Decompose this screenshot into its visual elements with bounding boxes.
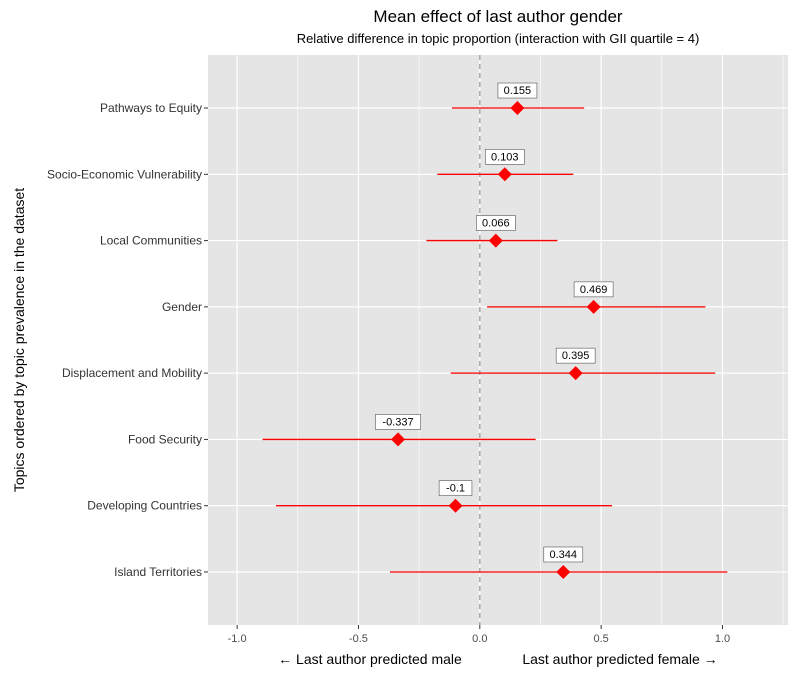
- point-marker: [586, 299, 601, 314]
- value-label-box: [484, 149, 525, 165]
- data-marks: 0.155 0.103 0.066 0.469 0.395 -0.337 -0.1 0.344: [262, 82, 728, 579]
- data-point-group: 0.155: [451, 82, 585, 116]
- category-label: Socio-Economic Vulnerability: [47, 167, 202, 181]
- category-label: Gender: [162, 300, 202, 314]
- point-marker: [448, 498, 463, 513]
- x-axis-label-right: Last author predicted female →: [522, 651, 717, 667]
- y-axis-title: Topics ordered by topic prevalence in th…: [11, 188, 27, 492]
- value-label-box: [497, 82, 538, 99]
- plot-panel: [208, 55, 788, 625]
- point-marker: [488, 233, 503, 248]
- value-label-box: [555, 347, 596, 364]
- value-label: 0.155: [504, 85, 532, 97]
- value-label-box: [543, 546, 584, 563]
- x-axis-label-left: ← Last author predicted male: [278, 651, 462, 667]
- value-label: 0.395: [562, 350, 590, 362]
- x-axis-ticks: -1.0 -0.5 0.0 0.5 1.0: [228, 625, 730, 645]
- x-tick-label: 0.5: [593, 633, 608, 645]
- value-label: 0.066: [482, 218, 510, 230]
- data-point-group: 0.344: [390, 546, 728, 579]
- data-point-group: 0.103: [437, 149, 574, 182]
- value-label: 0.469: [580, 284, 608, 296]
- point-marker: [556, 564, 571, 579]
- data-point-group: 0.395: [450, 347, 716, 381]
- data-point-group: 0.469: [487, 281, 706, 314]
- value-label: -0.1: [446, 483, 465, 495]
- point-marker: [510, 101, 525, 116]
- category-label: Displacement and Mobility: [62, 366, 202, 380]
- value-label-box: [375, 414, 421, 430]
- x-tick-label: -0.5: [349, 633, 368, 645]
- chart-subtitle: Relative difference in topic proportion …: [297, 31, 700, 46]
- category-label: Island Territories: [114, 565, 202, 579]
- point-marker: [497, 167, 512, 182]
- point-marker: [391, 432, 406, 447]
- x-tick-label: -1.0: [228, 633, 247, 645]
- y-axis-categories: Pathways to Equity Socio-Economic Vulnera…: [47, 101, 208, 579]
- data-point-group: -0.337: [262, 414, 536, 447]
- chart-title: Mean effect of last author gender: [373, 7, 623, 26]
- value-label-box: [438, 480, 473, 496]
- category-label: Pathways to Equity: [100, 101, 202, 115]
- data-point-group: 0.066: [426, 215, 558, 248]
- category-label: Developing Countries: [87, 499, 202, 513]
- value-label: 0.344: [550, 549, 578, 561]
- value-label: 0.103: [491, 151, 519, 163]
- value-label: -0.337: [382, 416, 413, 428]
- data-point-group: -0.1: [275, 480, 613, 513]
- category-label: Local Communities: [100, 234, 202, 248]
- point-marker: [568, 366, 583, 381]
- x-tick-label: 1.0: [715, 633, 730, 645]
- x-tick-label: 0.0: [472, 633, 487, 645]
- value-label-box: [476, 215, 516, 231]
- category-label: Food Security: [128, 432, 202, 446]
- value-label-box: [573, 281, 614, 298]
